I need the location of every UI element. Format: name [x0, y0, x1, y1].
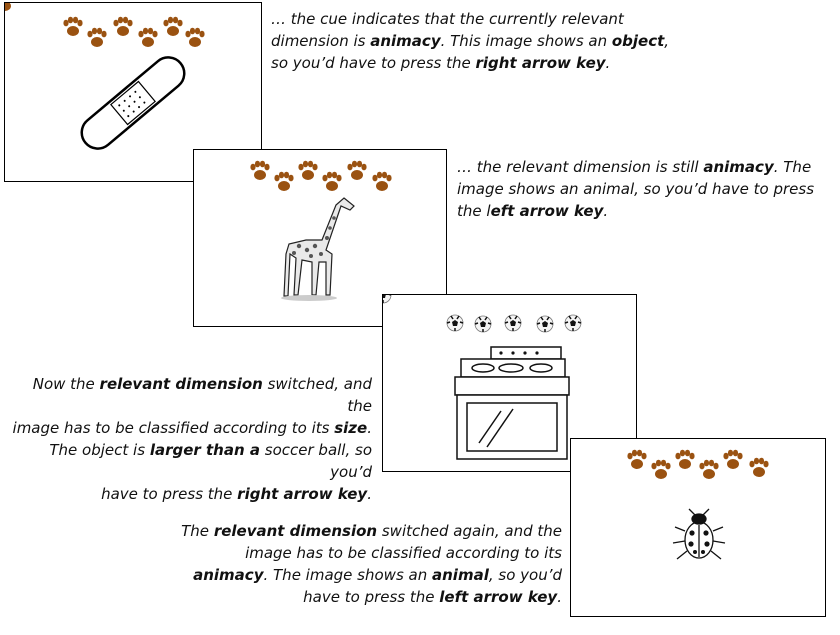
paw-cue-icon: [250, 160, 392, 191]
caption-text: have to press the: [303, 588, 440, 606]
caption-emphasis: right arrow key: [237, 485, 368, 503]
caption-emphasis: animacy: [703, 158, 774, 176]
caption-text: have to press the: [101, 485, 238, 503]
caption-emphasis: animacy: [193, 566, 264, 584]
caption-emphasis: animacy: [370, 32, 441, 50]
caption-line: have to press the right arrow key.: [8, 483, 372, 505]
caption-ladybug: The relevant dimension switched again, a…: [180, 520, 562, 608]
caption-text: … the relevant dimension is still: [457, 158, 704, 176]
caption-oven: Now the relevant dimension switched, and…: [8, 373, 372, 505]
caption-emphasis: left arrow key: [439, 588, 558, 606]
caption-line: The relevant dimension switched again, a…: [180, 520, 562, 542]
caption-line: animacy. The image shows an animal, so y…: [180, 564, 562, 586]
caption-text: the l: [457, 202, 491, 220]
caption-line: image has to be classified according to …: [8, 417, 372, 439]
caption-line: … the relevant dimension is still animac…: [457, 156, 827, 178]
caption-giraffe: … the relevant dimension is still animac…: [457, 156, 827, 222]
caption-emphasis: relevant dimension: [99, 375, 263, 393]
caption-text: image shows an animal, so you’d have to …: [457, 180, 815, 198]
caption-text: soccer ball, so you’d: [260, 441, 372, 481]
caption-text: .: [603, 202, 609, 220]
caption-line: have to press the left arrow key.: [180, 586, 562, 608]
caption-emphasis: size: [334, 419, 368, 437]
caption-text: .: [605, 54, 611, 72]
caption-emphasis: right arrow key: [475, 54, 606, 72]
caption-line: the left arrow key.: [457, 200, 827, 222]
example-card-ladybug: [570, 438, 826, 617]
caption-text: … the cue indicates that the currently r…: [271, 10, 624, 28]
paw-cue-icon: [627, 449, 769, 479]
example-card-oven: [382, 294, 637, 472]
caption-text: image has to be classified according to …: [12, 419, 335, 437]
caption-text: so you’d have to press the: [271, 54, 476, 72]
oven-icon: [454, 346, 570, 460]
caption-text: The: [181, 522, 214, 540]
caption-line: dimension is animacy. This image shows a…: [271, 30, 691, 52]
caption-line: image shows an animal, so you’d have to …: [457, 178, 827, 200]
ladybug-icon: [672, 508, 726, 560]
caption-text: image has to be classified according to …: [245, 544, 562, 562]
caption-line: so you’d have to press the right arrow k…: [271, 52, 691, 74]
caption-text: . The image shows an: [263, 566, 432, 584]
caption-text: .: [367, 485, 372, 503]
caption-text: dimension is: [271, 32, 371, 50]
caption-line: … the cue indicates that the currently r…: [271, 8, 691, 30]
caption-emphasis: relevant dimension: [213, 522, 378, 540]
giraffe-icon: [281, 197, 355, 301]
caption-line: image has to be classified according to …: [180, 542, 562, 564]
soccer-ball-cue-icon: [383, 295, 582, 333]
caption-text: .: [367, 419, 372, 437]
caption-emphasis: object: [611, 32, 665, 50]
caption-text: . The: [773, 158, 812, 176]
caption-line: The object is larger than a soccer ball,…: [8, 439, 372, 483]
caption-emphasis: animal: [432, 566, 489, 584]
caption-text: . This image shows an: [440, 32, 612, 50]
caption-text: switched, and the: [262, 375, 372, 415]
paw-cue-icon: [5, 3, 205, 47]
caption-text: Now the: [32, 375, 100, 393]
caption-text: switched again, and the: [377, 522, 562, 540]
example-card-bandage: [4, 2, 262, 182]
caption-line: Now the relevant dimension switched, and…: [8, 373, 372, 417]
caption-text: , so you’d: [488, 566, 562, 584]
caption-bandage: … the cue indicates that the currently r…: [271, 8, 691, 74]
caption-text: .: [557, 588, 562, 606]
caption-text: The object is: [49, 441, 150, 459]
caption-emphasis: larger than a: [149, 441, 260, 459]
caption-emphasis: eft arrow key: [490, 202, 604, 220]
caption-text: ,: [664, 32, 670, 50]
bandage-icon: [80, 56, 186, 150]
